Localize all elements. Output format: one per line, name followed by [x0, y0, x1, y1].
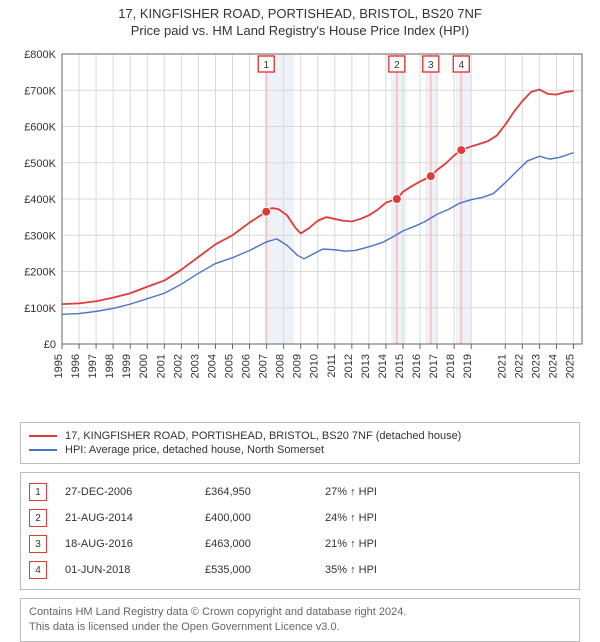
- page-subtitle: Price paid vs. HM Land Registry's House …: [4, 23, 596, 38]
- sale-price: £463,000: [205, 538, 325, 550]
- x-tick-label: 2010: [309, 354, 321, 378]
- sale-date: 27-DEC-2006: [65, 486, 205, 498]
- svg-text:£0: £0: [44, 339, 56, 351]
- sale-price: £535,000: [205, 564, 325, 576]
- x-tick-label: 2009: [292, 354, 304, 378]
- x-tick-label: 2018: [445, 354, 457, 378]
- x-tick-label: 2006: [241, 354, 253, 378]
- legend-swatch: [29, 435, 57, 437]
- svg-text:2: 2: [394, 60, 400, 71]
- sale-date: 18-AUG-2016: [65, 538, 205, 550]
- sale-row: 1 27-DEC-2006£364,95027% ↑ HPI: [29, 479, 571, 505]
- sale-row: 3 18-AUG-2016£463,00021% ↑ HPI: [29, 531, 571, 557]
- x-tick-label: 2004: [206, 354, 218, 378]
- svg-text:£400K: £400K: [24, 194, 56, 206]
- x-tick-label: 2019: [462, 354, 474, 378]
- page-title: 17, KINGFISHER ROAD, PORTISHEAD, BRISTOL…: [4, 6, 596, 21]
- sale-date: 21-AUG-2014: [65, 512, 205, 524]
- svg-text:£100K: £100K: [24, 303, 56, 315]
- legend-item: HPI: Average price, detached house, Nort…: [29, 443, 571, 457]
- x-tick-label: 1995: [53, 354, 65, 378]
- x-tick-label: 2001: [155, 354, 167, 378]
- svg-text:4: 4: [459, 60, 465, 71]
- svg-text:£800K: £800K: [24, 49, 56, 61]
- x-tick-label: 2021: [496, 354, 508, 378]
- chart: £0 £100K £200K £300K £400K £500K £600K £700K £80…: [10, 44, 590, 414]
- x-tick-label: 1998: [104, 354, 116, 378]
- sale-badge: 4: [29, 561, 47, 579]
- x-tick-label: 2023: [530, 354, 542, 378]
- legend-label: 17, KINGFISHER ROAD, PORTISHEAD, BRISTOL…: [65, 430, 461, 442]
- x-tick-label: 2011: [326, 354, 338, 378]
- svg-text:3: 3: [428, 60, 434, 71]
- sale-row: 2 21-AUG-2014£400,00024% ↑ HPI: [29, 505, 571, 531]
- x-tick-label: 1996: [70, 354, 82, 378]
- sale-row: 4 01-JUN-2018£535,00035% ↑ HPI: [29, 557, 571, 583]
- x-tick-label: 1999: [121, 354, 133, 378]
- x-tick-label: 2008: [275, 354, 287, 378]
- x-tick-label: 2002: [172, 354, 184, 378]
- svg-text:£200K: £200K: [24, 267, 56, 279]
- svg-text:£600K: £600K: [24, 122, 56, 134]
- sales-table: 1 27-DEC-2006£364,95027% ↑ HPI 2 21-AUG-201…: [20, 472, 580, 590]
- svg-text:1: 1: [263, 60, 269, 71]
- sale-price: £364,950: [205, 486, 325, 498]
- x-tick-label: 2007: [258, 354, 270, 378]
- sale-pct-vs-hpi: 21% ↑ HPI: [325, 538, 485, 550]
- x-tick-label: 2005: [223, 354, 235, 378]
- svg-text:£500K: £500K: [24, 158, 56, 170]
- chart-svg: £0 £100K £200K £300K £400K £500K £600K £700K £80…: [10, 44, 590, 414]
- sale-date: 01-JUN-2018: [65, 564, 205, 576]
- sale-badge: 2: [29, 509, 47, 527]
- x-tick-label: 2025: [564, 354, 576, 378]
- x-tick-label: 1997: [87, 354, 99, 378]
- sale-pct-vs-hpi: 24% ↑ HPI: [325, 512, 485, 524]
- license-line: This data is licensed under the Open Gov…: [29, 620, 571, 635]
- x-tick-label: 2015: [394, 354, 406, 378]
- title-block: 17, KINGFISHER ROAD, PORTISHEAD, BRISTOL…: [0, 0, 600, 40]
- page: 17, KINGFISHER ROAD, PORTISHEAD, BRISTOL…: [0, 0, 600, 642]
- sale-badge: 3: [29, 535, 47, 553]
- sale-pct-vs-hpi: 35% ↑ HPI: [325, 564, 485, 576]
- legend-item: 17, KINGFISHER ROAD, PORTISHEAD, BRISTOL…: [29, 429, 571, 443]
- license-line: Contains HM Land Registry data © Crown c…: [29, 605, 571, 620]
- x-tick-label: 2003: [189, 354, 201, 378]
- x-tick-label: 2012: [343, 354, 355, 378]
- legend: 17, KINGFISHER ROAD, PORTISHEAD, BRISTOL…: [20, 422, 580, 464]
- x-tick-label: 2022: [513, 354, 525, 378]
- x-tick-label: 2016: [411, 354, 423, 378]
- svg-text:£300K: £300K: [24, 230, 56, 242]
- sale-pct-vs-hpi: 27% ↑ HPI: [325, 486, 485, 498]
- legend-label: HPI: Average price, detached house, Nort…: [65, 444, 324, 456]
- x-tick-label: 2017: [428, 354, 440, 378]
- x-tick-label: 2013: [360, 354, 372, 378]
- x-tick-label: 2000: [138, 354, 150, 378]
- x-tick-label: 2024: [547, 354, 559, 378]
- x-tick-label: 2014: [377, 354, 389, 378]
- sale-badge: 1: [29, 483, 47, 501]
- sale-price: £400,000: [205, 512, 325, 524]
- legend-swatch: [29, 449, 57, 451]
- svg-text:£700K: £700K: [24, 85, 56, 97]
